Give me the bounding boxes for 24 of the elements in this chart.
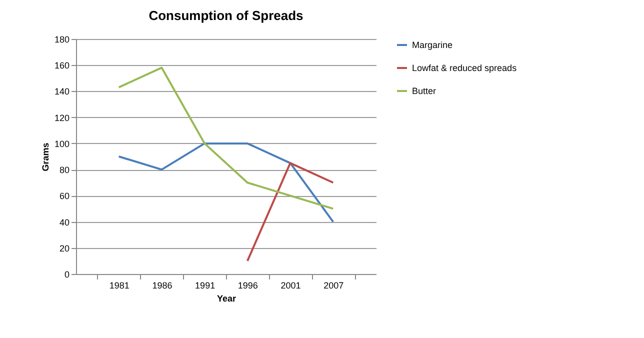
line-series <box>118 142 334 223</box>
y-tick-label: 80 <box>59 165 70 176</box>
line-series <box>118 66 334 210</box>
x-tick-label: 2001 <box>280 280 301 290</box>
x-tick-label: 1986 <box>152 280 172 290</box>
y-tick-label: 120 <box>54 112 70 123</box>
y-tick-label: 0 <box>64 270 70 280</box>
y-tick-label: 160 <box>54 60 70 71</box>
y-axis-title: Grams <box>40 142 50 172</box>
y-tick-label: 20 <box>59 243 70 254</box>
x-tick-label: 2007 <box>324 280 344 290</box>
y-tick-label: 180 <box>54 34 70 44</box>
x-tick-label: 1981 <box>109 280 130 290</box>
x-tick-label: 1996 <box>238 280 258 290</box>
x-tick-label: 1991 <box>195 280 216 290</box>
legend-label: Butter <box>412 86 436 96</box>
y-tick-label: 60 <box>59 191 70 202</box>
chart-title: Consumption of Spreads <box>148 8 304 23</box>
y-tick-label: 40 <box>59 217 70 228</box>
y-tick-label: 100 <box>54 138 70 149</box>
x-axis-title: Year <box>216 294 236 304</box>
legend-label: Margarine <box>412 40 453 50</box>
y-tick-label: 140 <box>54 86 70 97</box>
legend-label: Lowfat & reduced spreads <box>412 63 518 73</box>
